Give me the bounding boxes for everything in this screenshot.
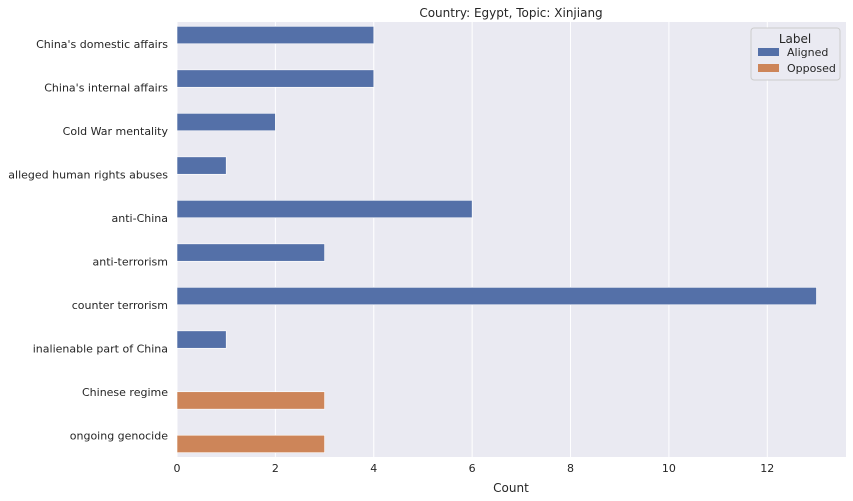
x-tick-label: 10 [662, 462, 676, 475]
plot-area [177, 22, 846, 457]
y-category-label: ongoing genocide [70, 429, 168, 442]
bars [176, 26, 817, 453]
x-tick-label: 2 [272, 462, 279, 475]
y-category-label: counter terrorism [72, 299, 168, 312]
x-tick-label: 4 [370, 462, 377, 475]
x-axis-ticks: 0 2 4 6 8 10 12 [174, 462, 775, 475]
x-tick-label: 12 [760, 462, 774, 475]
x-tick-label: 0 [174, 462, 181, 475]
bar-opposed-8 [176, 391, 325, 410]
y-category-label: inalienable part of China [33, 342, 168, 355]
y-category-label: China's internal affairs [44, 81, 168, 94]
chart-title: Country: Egypt, Topic: Xinjiang [419, 6, 602, 20]
bar-aligned-6 [176, 287, 817, 306]
y-category-label: anti-China [112, 212, 168, 225]
y-category-label: China's domestic affairs [36, 38, 168, 51]
legend: Label Aligned Opposed [750, 27, 841, 81]
bar-aligned-3 [176, 156, 227, 175]
legend-swatch-opposed [758, 64, 779, 72]
legend-label-aligned: Aligned [787, 46, 828, 59]
legend-swatch-aligned [758, 48, 779, 56]
bar-aligned-4 [176, 200, 473, 219]
x-tick-label: 6 [469, 462, 476, 475]
legend-label-opposed: Opposed [787, 62, 836, 75]
x-axis-title: Count [493, 481, 529, 495]
y-category-label: Cold War mentality [63, 125, 169, 138]
bar-aligned-7 [176, 330, 227, 349]
bar-aligned-5 [176, 243, 325, 262]
y-category-label: anti-terrorism [93, 255, 169, 268]
bar-aligned-2 [176, 113, 276, 132]
legend-entries: Aligned Opposed [758, 46, 836, 75]
bar-aligned-1 [176, 69, 375, 88]
grid-lines [176, 22, 768, 457]
bar-opposed-9 [176, 434, 325, 453]
y-axis-category-labels: China's domestic affairs China's internal… [8, 38, 168, 443]
x-tick-label: 8 [567, 462, 574, 475]
legend-title: Label [779, 32, 811, 46]
bar-aligned-0 [176, 26, 375, 45]
y-category-label: alleged human rights abuses [8, 168, 168, 181]
y-category-label: Chinese regime [82, 386, 168, 399]
